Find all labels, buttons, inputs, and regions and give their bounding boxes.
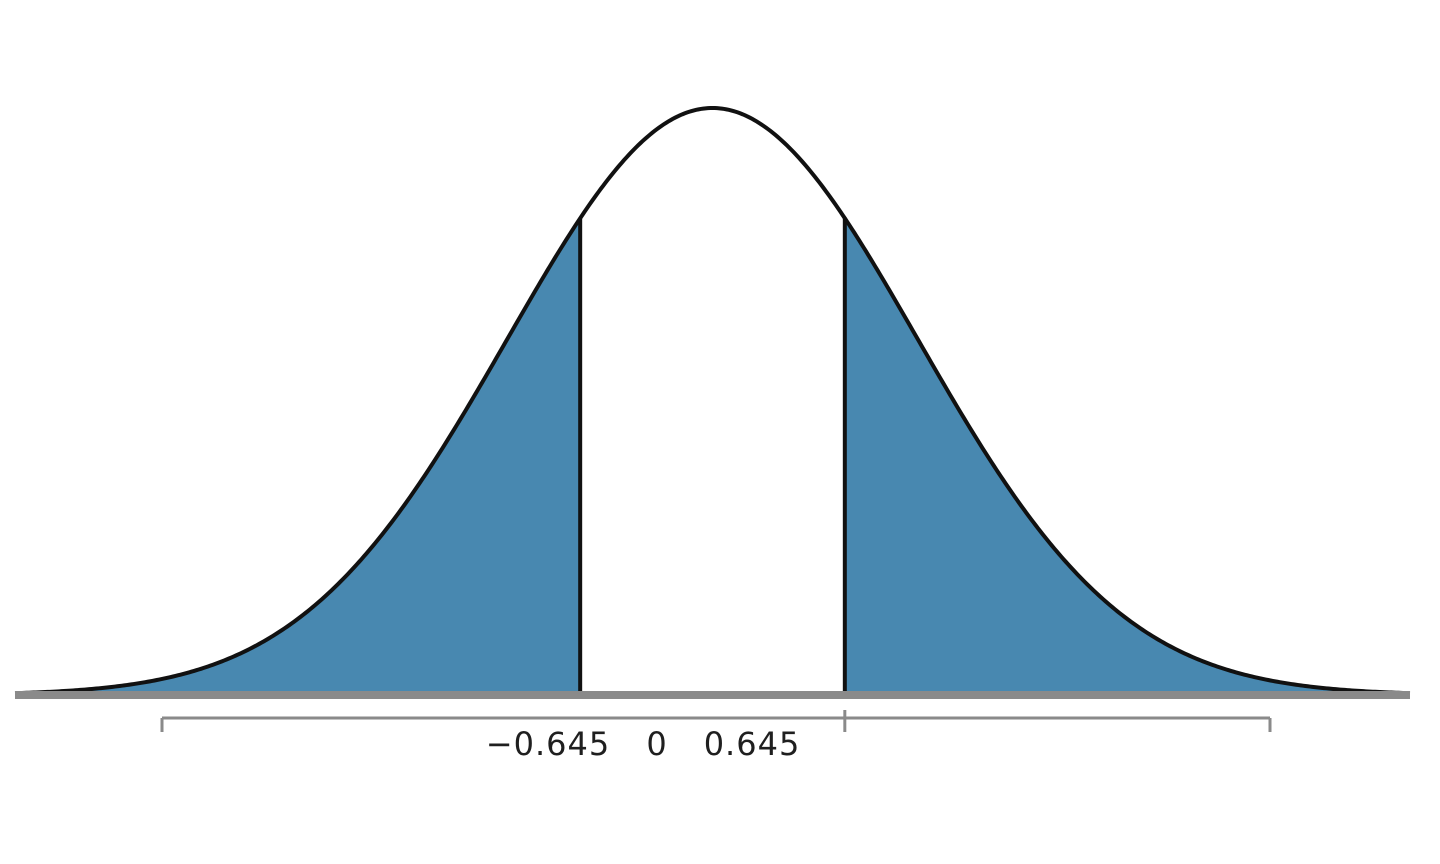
tick-label-zero: 0 <box>646 725 667 763</box>
chart-marks <box>14 106 1411 696</box>
x-axis <box>15 691 1410 732</box>
tick-label-pos: 0.645 <box>704 725 801 763</box>
tick-label-neg: −0.645 <box>486 725 610 763</box>
shaded-region-left <box>15 218 581 696</box>
shaded-region-right <box>844 218 1410 696</box>
density-curve <box>14 106 1411 696</box>
